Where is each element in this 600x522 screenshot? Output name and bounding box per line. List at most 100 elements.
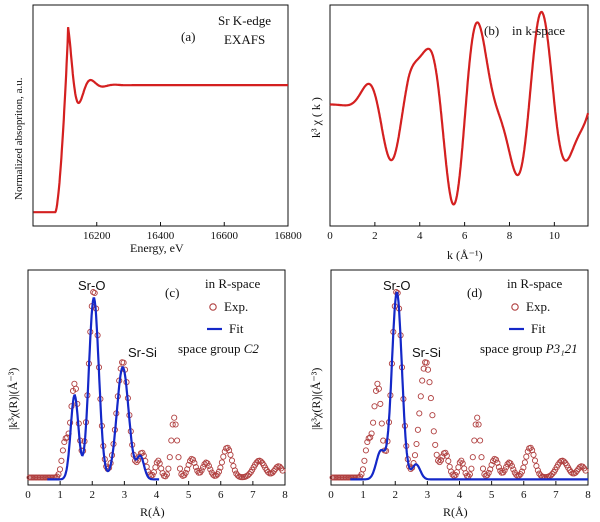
panel-d-exp-point [530, 451, 537, 458]
panel-d-x-tick-label: 5 [489, 489, 495, 501]
panel-c-exp-point [265, 469, 272, 476]
panel-d-exp-point [437, 457, 445, 464]
panel-d-x-tick-label: 4 [457, 489, 463, 501]
panel-d-x-axis-label: R(Å) [443, 505, 468, 519]
panel-d-exp-point [371, 403, 378, 410]
panel-d-exp-point [494, 459, 501, 466]
panel-d-exp-point [362, 447, 369, 454]
panel-d-exp-point [426, 379, 433, 386]
panel-d-x-tick-label: 8 [585, 489, 591, 501]
panel-d-exp-point [523, 453, 530, 460]
panel-d-space-group: space group P3₁21 [480, 341, 578, 356]
panel-d-space-group-prefix: space group [480, 341, 546, 356]
panel-d-space-group-name: P3₁21 [545, 341, 578, 356]
panel-c-exp-point [200, 464, 207, 471]
panel-d-exp-point [368, 430, 375, 437]
panel-c-exp-point [279, 467, 286, 474]
panel-c-exp-point [220, 453, 227, 460]
panel-c-x-ticks: 0 1 2 3 4 5 6 7 8 [25, 481, 288, 501]
panel-c-exp-point [269, 469, 276, 476]
panel-c-exp-point [257, 458, 264, 465]
panel-d-exp-point [414, 426, 421, 433]
panel-d-exp-point [364, 438, 371, 446]
panel-d-exp-point [560, 458, 567, 465]
panel-a-energy-spectrum: 16200 16400 16600 16800 (a) Sr K-edge EXAFS… [13, 4, 302, 255]
panel-b-frame [329, 4, 589, 227]
panel-c-x-tick-label: 5 [186, 489, 192, 501]
panel-d-exp-point [445, 457, 452, 465]
panel-d-exp-point [433, 451, 440, 458]
panel-c-exp-point [58, 457, 65, 464]
panel-d-exp-point [380, 437, 387, 444]
panel-d-legend-fit-label: Fit [531, 321, 546, 336]
panel-d-exp-point [488, 461, 495, 468]
panel-d-exp-point [375, 385, 382, 392]
panel-d-exp-point [521, 459, 528, 466]
panel-b-x-tick-label: 10 [549, 230, 561, 242]
panel-c-exp-point [62, 435, 69, 442]
panel-c-exp-point [207, 466, 214, 473]
panel-c-exp-point [149, 472, 156, 479]
panel-d-exp-point [378, 420, 385, 427]
panel-d-exp-point [456, 459, 463, 466]
panel-d-exp-point [370, 419, 377, 426]
panel-c-x-tick-label: 4 [154, 489, 160, 501]
panel-c-exp-point [59, 447, 66, 454]
panel-d-exp-point [427, 395, 434, 402]
panel-a-absorption-curve [33, 26, 288, 214]
panel-a-label: (a) [181, 29, 195, 44]
panel-d-exp-point [534, 467, 541, 474]
panel-d-exp-point [508, 462, 515, 469]
panel-d-exp-point [477, 437, 484, 444]
panel-a-x-tick-label: 16800 [274, 230, 302, 242]
panel-d-x-tick-label: 3 [425, 489, 431, 501]
panel-c-exp-point [198, 467, 205, 474]
panel-c-exp-point [227, 451, 234, 458]
panel-d-exp-point [436, 459, 443, 466]
panel-d-exp-point [513, 471, 520, 478]
panel-c-peak-label-sr-o: Sr-O [78, 278, 105, 293]
panel-d-exp-point [501, 467, 508, 474]
panel-a-y-axis-label: Normalized absopriton, a.u. [13, 77, 25, 200]
panel-d-x-tick-label: 2 [393, 489, 399, 501]
panel-d-x-tick-label: 0 [328, 489, 334, 501]
panel-c-r-space-c2: 0 1 2 3 4 5 6 7 8 Sr-O Sr-Si (c) in R-space Exp.… [6, 269, 288, 519]
panel-d-exp-point [469, 454, 476, 461]
panel-c-exp-point [205, 462, 212, 469]
panel-d-exp-point [481, 471, 488, 478]
panel-d-exp-point [503, 464, 510, 471]
panel-c-exp-markers [26, 289, 286, 481]
panel-c-y-axis-label: |k³χ(R)|(Å⁻³) [6, 368, 20, 430]
panel-d-exp-point [432, 441, 439, 448]
panel-d-exp-point [495, 464, 502, 471]
panel-c-exp-point [91, 289, 98, 297]
panel-d-exp-point [492, 456, 500, 463]
panel-c-exp-point [218, 459, 225, 466]
panel-d-y-axis-label: |k³χ(R)|(Å⁻³) [309, 368, 323, 430]
panel-c-fit-line [47, 297, 160, 481]
panel-c-x-tick-label: 2 [90, 489, 96, 501]
panel-b-x-tick-label: 8 [507, 230, 513, 242]
panel-b-k-space-curve [329, 10, 590, 206]
panel-d-exp-point [374, 380, 381, 387]
panel-d-exp-point [466, 471, 473, 478]
panel-d-exp-point [413, 440, 420, 448]
panel-d-exp-point [407, 465, 414, 473]
panel-c-x-axis-label: R(Å) [140, 505, 165, 519]
panel-c-exp-point [246, 470, 253, 477]
panel-d-exp-point [361, 457, 368, 464]
panel-c-exp-point [231, 467, 238, 474]
panel-d-exp-point [411, 452, 419, 459]
panel-d-x-tick-label: 7 [553, 489, 559, 501]
panel-d-exp-point [468, 465, 475, 472]
panel-c-exp-point [61, 438, 68, 446]
panel-c-exp-point [175, 454, 182, 461]
panel-d-exp-point [478, 454, 485, 461]
panel-b-label: (b) [484, 23, 499, 38]
panel-c-exp-point [162, 473, 169, 480]
panel-c-exp-point [163, 471, 170, 478]
panel-c-exp-point [153, 459, 160, 466]
panel-d-exp-point [435, 457, 442, 464]
panel-d-exp-point [442, 449, 449, 456]
panel-d-exp-point [443, 452, 450, 459]
